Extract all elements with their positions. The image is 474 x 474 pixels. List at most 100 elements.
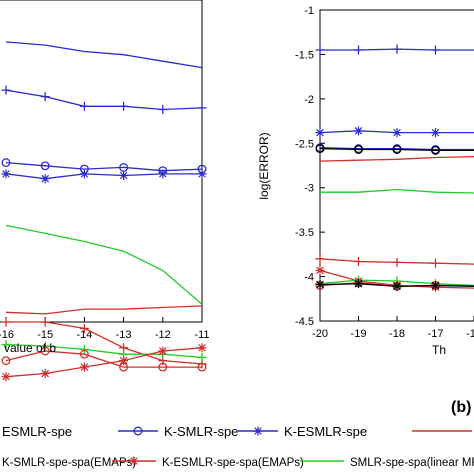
data-point-l_red_circle — [79, 349, 89, 359]
series-line-l_blue_plus — [5, 89, 203, 111]
data-point-r_black_star — [431, 280, 440, 290]
data-point-l_green_plus — [79, 344, 89, 354]
data-point-l_red_circle — [158, 362, 168, 372]
left-xlabel: e value of b — [0, 341, 56, 355]
data-point-l_red_circle — [40, 346, 50, 356]
series-line-r_blue_circle — [319, 147, 474, 151]
series-l_red_star — [1, 343, 207, 382]
right-ylabel: log(ERROR) — [257, 132, 271, 199]
series-r_red_plus — [315, 254, 474, 268]
right-y-tick-label: -4 — [304, 272, 314, 284]
legend-label: ESMLR-spe — [2, 424, 72, 439]
right-y-tick-label: -2.5 — [295, 138, 314, 150]
legend-item: K-SMLR-spe — [118, 424, 238, 439]
series-l_red_plain — [5, 305, 203, 315]
data-point-l_red_circle — [197, 362, 207, 372]
data-point-r_black_star — [315, 280, 325, 290]
series-r_black_circle — [315, 144, 474, 155]
data-point-l_blue_star — [1, 169, 11, 179]
left-x-tick-label: -12 — [155, 329, 171, 341]
left-axes-frame — [0, 0, 203, 323]
series-line-r_red_plus — [319, 258, 474, 265]
left-x-tick-label: -14 — [76, 329, 92, 341]
series-r_blue_plus — [315, 44, 474, 55]
data-point-r_red_plus — [392, 257, 402, 267]
data-point-r_black_circle — [431, 145, 440, 155]
data-point-l_blue_star — [197, 169, 207, 179]
data-point-l_green_plus — [197, 352, 207, 362]
data-point-r_red_plus — [354, 256, 363, 266]
data-point-r_blue_star — [354, 126, 363, 136]
data-point-l_blue_plus — [158, 104, 168, 114]
legend-item: ESMLR-spe — [2, 424, 72, 439]
legend-marker — [253, 426, 263, 436]
right-x-tick-label: -19 — [351, 328, 367, 340]
right-x-tick-label: -18 — [389, 328, 405, 340]
data-point-r_red_star — [315, 265, 325, 275]
right-series-group — [315, 44, 474, 292]
series-line-l_red_plain — [5, 305, 203, 315]
data-point-l_green_plus — [1, 340, 11, 350]
series-line-l_green_plain — [5, 224, 203, 305]
legend-marker — [133, 426, 143, 436]
legend-item: K-ESMLR-spe-spa(EMAPs) — [112, 456, 304, 469]
data-point-r_red_plus — [315, 254, 325, 264]
left-x-tick-label: -11 — [194, 329, 209, 341]
series-line-l_blue_circle — [5, 161, 203, 172]
data-point-l_red_plus — [79, 323, 89, 333]
legend-item: K-ESMLR-spe — [238, 424, 367, 439]
left-plot-area — [0, 0, 202, 322]
data-point-l_red_star — [158, 346, 168, 356]
data-point-r_blue_plus — [315, 45, 325, 55]
left-x-ticks: -16 -15 -14 -13 -12 -11 — [0, 317, 210, 341]
right-x-tick-label: -16 — [466, 328, 474, 340]
data-point-l_blue_plus — [197, 103, 207, 113]
legend-item: SMLR-spe-spa(linear MFL — [300, 457, 474, 469]
data-point-l_red_plus — [1, 317, 11, 327]
data-point-l_red_star — [79, 362, 89, 372]
right-x-tick-label: -17 — [428, 328, 444, 340]
data-point-r_blue_star — [431, 128, 440, 138]
data-point-r_red_plus — [431, 258, 440, 268]
legend-label: K-SMLR-spe-spa(EMAPs) — [2, 457, 136, 469]
data-point-l_blue_plus — [79, 101, 89, 111]
legend-label: SMLR-spe-spa(linear MFL — [350, 457, 474, 469]
right-y-tick-label: -3 — [304, 183, 314, 195]
right-y-tick-label: -1.5 — [295, 49, 314, 61]
data-point-l_blue_circle — [1, 158, 11, 168]
series-line-r_green_plus — [319, 279, 474, 287]
series-l_blue_plus — [1, 85, 207, 114]
data-point-l_red_plus — [40, 317, 50, 327]
data-point-l_blue_star — [40, 174, 50, 184]
right-x-tick-label: -20 — [312, 328, 328, 340]
data-point-l_red_star — [1, 372, 11, 382]
series-l_blue_star — [1, 169, 207, 184]
series-line-r_green_plain — [320, 188, 474, 194]
series-line-l_blue_star — [5, 173, 202, 180]
series-r_green_plain — [320, 188, 474, 194]
data-point-l_red_star — [197, 343, 207, 353]
right-y-ticks: -1 -1.5 -2 -2.5 -3 -3.5 -4 -4.5 — [295, 5, 325, 328]
data-point-r_black_star — [392, 281, 402, 291]
series-line-r_blue_plus — [320, 48, 474, 51]
right-x-ticks: -20 -19 -18 -17 -16 — [312, 316, 474, 340]
data-point-l_green_plus — [40, 341, 50, 351]
series-line-l_red_circle — [5, 350, 202, 368]
series-r_red_plain — [319, 155, 474, 162]
legend-item: K-SMLR-spe-spa(EMAPs) — [2, 457, 136, 469]
series-line-l_green_plus — [5, 343, 203, 359]
right-panel-label: (b) — [451, 399, 471, 416]
legend-label: K-ESMLR-spe-spa(EMAPs) — [162, 457, 304, 469]
data-point-r_blue_plus — [354, 45, 363, 55]
legend-label: K-SMLR-spe — [164, 424, 238, 439]
series-l_blue_plain — [5, 41, 203, 69]
legend: ESMLR-spe K-SMLR-spe K-ESMLR-spe K-SMLR-spe… — [2, 424, 474, 469]
series-l_green_plain — [5, 224, 203, 305]
data-point-l_blue_star — [79, 169, 89, 179]
data-point-l_red_star — [119, 356, 129, 366]
right-plot-area — [320, 10, 474, 321]
series-l_blue_circle — [1, 158, 207, 176]
right-panel: -1 -1.5 -2 -2.5 -3 -3.5 -4 -4.5 -20 -19 -18 -17 -16… — [257, 5, 474, 416]
data-point-r_black_circle — [392, 145, 402, 154]
series-line-l_red_star — [5, 347, 203, 378]
